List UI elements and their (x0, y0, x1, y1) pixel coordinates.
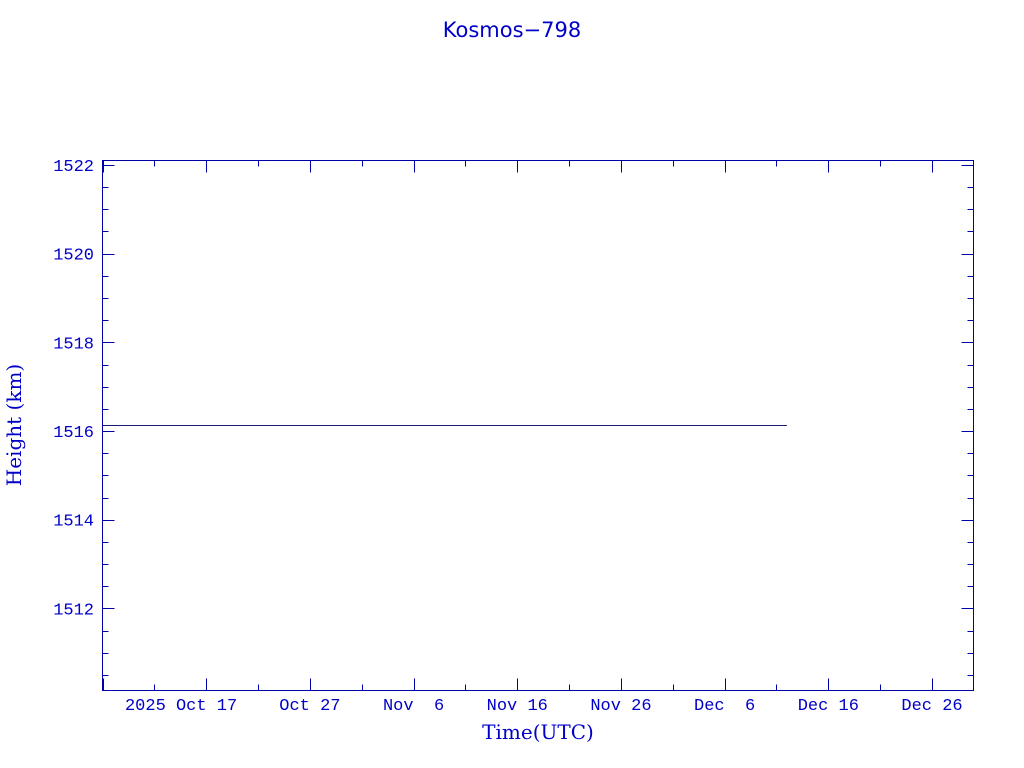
y-tick-label: 1512 (53, 601, 94, 620)
x-tick-label: Oct 27 (279, 697, 340, 716)
x-tick-label: Dec 26 (901, 697, 962, 716)
x-tick-label: Dec 16 (798, 697, 859, 716)
chart-title: Kosmos−798 (443, 18, 581, 42)
x-axis-label: Time(UTC) (482, 720, 594, 744)
y-tick-label: 1520 (53, 247, 94, 266)
x-tick-label: Nov 6 (383, 697, 444, 716)
x-tick-label: Nov 16 (487, 697, 548, 716)
y-tick-label: 1514 (53, 513, 94, 532)
x-tick-label: Nov 26 (590, 697, 651, 716)
ticks: 1512 1514 1516 1518 1520 1522 2025 Oct 17 Oct 2… (53, 158, 974, 716)
y-tick-label: 1522 (53, 158, 94, 177)
y-axis-label: Height (km) (2, 364, 26, 486)
y-tick-label: 1516 (53, 424, 94, 443)
y-tick-label: 1518 (53, 335, 94, 354)
x-tick-label: 2025 Oct 17 (125, 697, 237, 716)
x-tick-label: Dec 6 (694, 697, 755, 716)
